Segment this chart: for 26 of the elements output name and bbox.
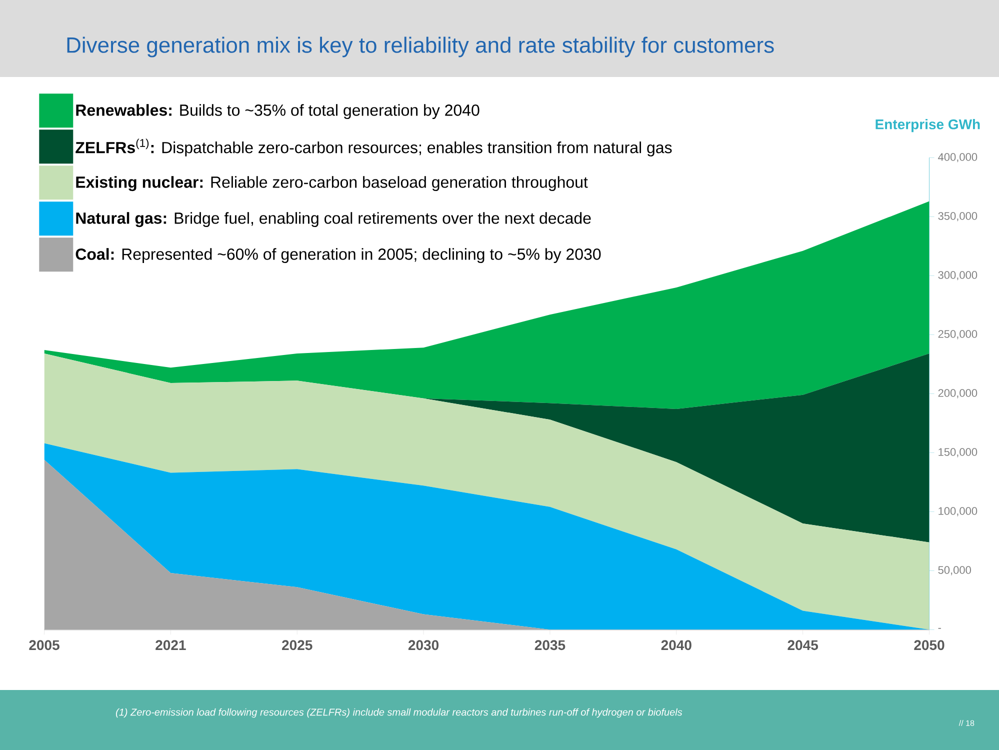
y-tick-label: 100,000 bbox=[938, 507, 978, 516]
y-tick-label: 50,000 bbox=[938, 566, 971, 576]
x-tick-label: 2025 bbox=[282, 640, 312, 650]
text: (1) Zero-emission load following resources (ZELFRs) include small modular reactors and turbines run-off of hydrogen or biofuels bbox=[116, 708, 682, 718]
y-tick-label: - bbox=[938, 628, 941, 629]
x-tick-label: 2040 bbox=[661, 640, 692, 650]
x-tick-label: 2035 bbox=[534, 640, 566, 650]
x-tick-label: 2050 bbox=[914, 640, 944, 650]
x-tick-label: 2030 bbox=[408, 640, 439, 650]
chart-title: Diverse generation mix is key to reliability and rate stability for customers bbox=[67, 36, 774, 58]
x-tick-label: 2005 bbox=[29, 640, 60, 650]
y-axis-title: Enterprise GWh bbox=[876, 119, 980, 132]
x-tick-label: 2045 bbox=[788, 640, 818, 650]
y-tick-label: 350,000 bbox=[938, 212, 978, 222]
legend-label: Coal: Represented ~60% of generation in 2005; declining to ~5% by 2030 bbox=[76, 248, 601, 264]
y-tick-label: 300,000 bbox=[938, 271, 978, 280]
legend-label: Existing nuclear: Reliable zero-carbon baseload generation throughout bbox=[76, 176, 588, 192]
y-tick-label: 250,000 bbox=[938, 330, 978, 340]
y-tick-label: 200,000 bbox=[938, 389, 978, 398]
text: // 18 bbox=[958, 720, 974, 726]
legend-label: Natural gas: Bridge fuel, enabling coal retirements over the next decade bbox=[76, 212, 591, 228]
y-tick-label: 400,000 bbox=[938, 153, 978, 162]
y-tick-label: 150,000 bbox=[938, 448, 978, 458]
legend-label: Renewables: Builds to ~35% of total generation by 2040 bbox=[76, 104, 480, 120]
legend-label: ZELFRs$^{(1)}$: Dispatchable zero-carbon resources; enables transition from natural gas bbox=[76, 138, 672, 156]
x-tick-label: 2021 bbox=[156, 640, 186, 650]
